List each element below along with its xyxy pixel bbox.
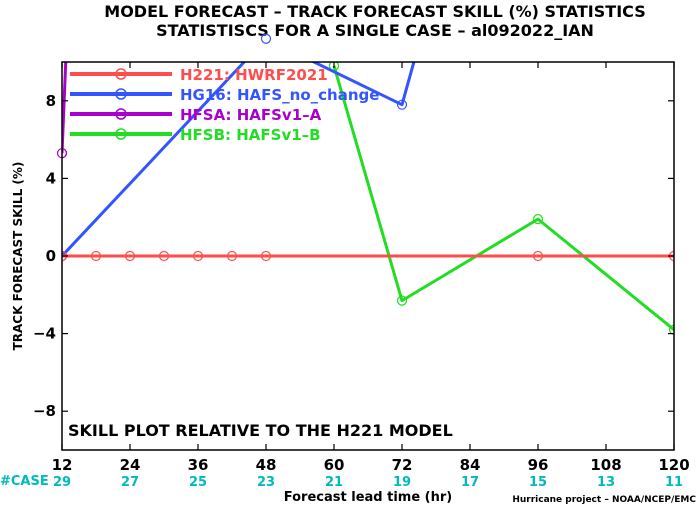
data-point-hfsb xyxy=(532,214,544,225)
x-tick-label: 36 xyxy=(188,456,209,474)
y-tick-label: −4 xyxy=(33,325,56,343)
data-point-h221 xyxy=(158,250,170,262)
y-tick-label: 8 xyxy=(46,92,56,110)
x-tick-label: 48 xyxy=(256,456,277,474)
legend-label-h221: H221: HWRF2021 xyxy=(180,66,328,84)
case-label: #CASE xyxy=(0,474,49,489)
data-point-h221 xyxy=(260,250,272,262)
data-point-h221 xyxy=(192,250,204,262)
data-point-hg16 xyxy=(396,99,408,110)
x-tick-label: 24 xyxy=(120,456,141,474)
chart-title-line1: MODEL FORECAST – TRACK FORECAST SKILL (%… xyxy=(104,2,645,21)
data-point-h221 xyxy=(226,250,238,262)
series-line-hfsa xyxy=(62,62,68,154)
legend: H221: HWRF2021 HG16: HAFS_no_change HFSA: … xyxy=(70,66,379,144)
legend-marker-hfsa xyxy=(115,108,127,120)
data-point-h221 xyxy=(90,250,102,262)
x-tick-label: 84 xyxy=(460,456,481,474)
case-count: 23 xyxy=(257,475,275,490)
legend-label-hg16: HG16: HAFS_no_change xyxy=(180,86,379,104)
x-tick-label: 108 xyxy=(590,456,621,474)
series-line-hg16 xyxy=(62,62,416,258)
x-axis-label: Forecast lead time (hr) xyxy=(284,490,452,505)
y-axis-label: TRACK FORECAST SKILL (%) xyxy=(11,162,25,351)
legend-marker-h221 xyxy=(115,68,127,80)
y-tick-label: 4 xyxy=(46,169,56,187)
legend-label-hfsb: HFSB: HAFSv1–B xyxy=(180,126,321,144)
case-count: 11 xyxy=(665,475,683,490)
x-tick-label: 96 xyxy=(528,456,549,474)
footer-credit: Hurricane project – NOAA/NCEP/EMC xyxy=(512,495,696,505)
case-count: 19 xyxy=(393,475,411,490)
data-point-hfsb xyxy=(668,324,674,335)
case-count: 15 xyxy=(529,475,547,490)
x-tick-label: 12 xyxy=(52,456,73,474)
x-tick-label: 60 xyxy=(324,456,345,474)
legend-marker-hg16 xyxy=(115,88,127,100)
case-count: 27 xyxy=(121,475,139,490)
legend-marker-hfsb xyxy=(115,128,127,140)
data-point-h221 xyxy=(532,250,544,262)
case-count: 25 xyxy=(189,475,207,490)
y-tick-label: 0 xyxy=(46,247,56,265)
skill-annotation: SKILL PLOT RELATIVE TO THE H221 MODEL xyxy=(68,421,453,440)
series-line-hfsb xyxy=(332,65,674,331)
x-tick-label: 72 xyxy=(392,456,413,474)
case-count: 13 xyxy=(597,475,615,490)
x-tick-label: 120 xyxy=(658,456,689,474)
data-point-hg16-offscale xyxy=(260,33,272,44)
case-count: 29 xyxy=(53,475,71,490)
y-tick-label: −8 xyxy=(33,402,56,420)
data-point-h221 xyxy=(124,250,136,262)
axis-layer: 1229242736254823602172198417961510813120… xyxy=(33,62,690,490)
case-count: 21 xyxy=(325,475,343,490)
series-layer xyxy=(62,62,674,335)
data-point-hfsb xyxy=(396,295,408,306)
chart-title-line2: STATISTISCS FOR A SINGLE CASE – al092022… xyxy=(156,21,594,40)
legend-label-hfsa: HFSA: HAFSv1–A xyxy=(180,106,322,124)
case-count: 17 xyxy=(461,475,479,490)
